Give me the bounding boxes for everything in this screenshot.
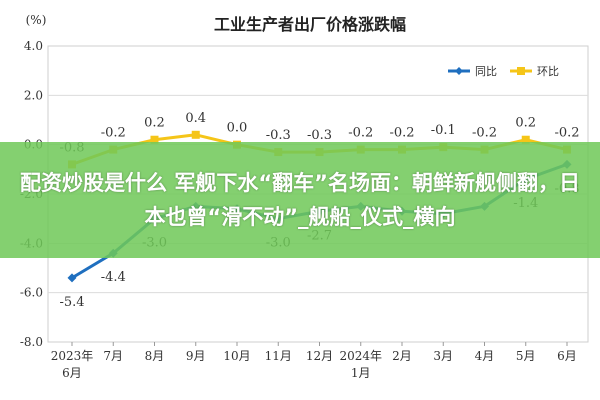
x-axis: 2023年 6月 7月 8月 9月 10月 11月 12月 2024年 1月 2月 3月 4月 5月 6月 — [51, 342, 577, 380]
legend-label-1: 环比 — [537, 65, 559, 78]
data-label: -0.3 — [266, 128, 291, 143]
y-axis-unit-label: (%) — [26, 13, 47, 27]
x-tick-label: 8月 — [145, 349, 165, 363]
y-tick-label: -8.0 — [20, 335, 43, 349]
point-marker — [521, 135, 530, 144]
headline-overlay-banner[interactable]: 配资炒股是什么 军舰下水“翻车”名场面：朝鲜新舰侧翻，日本也曾“滑不动”_舰船_… — [0, 142, 600, 258]
data-label: 0.0 — [227, 121, 248, 136]
x-tick-label: 3月 — [433, 349, 453, 363]
x-tick-label: 2024年 1月 — [339, 349, 382, 380]
legend-marker-0 — [455, 67, 463, 75]
x-tick-label: 12月 — [306, 349, 333, 363]
data-label: 0.2 — [515, 116, 536, 131]
x-tick-label: 11月 — [265, 349, 292, 363]
x-tick-label: 7月 — [103, 349, 123, 363]
data-label: -0.2 — [472, 126, 497, 141]
x-tick-label: 5月 — [516, 349, 536, 363]
point-marker — [67, 273, 77, 283]
x-tick-label: 6月 — [557, 349, 577, 363]
legend-marker-1 — [517, 67, 525, 75]
legend: 同比 环比 — [448, 65, 559, 78]
legend-label-0: 同比 — [475, 65, 497, 78]
x-tick-label: 9月 — [186, 349, 206, 363]
data-label: -5.4 — [59, 295, 84, 310]
data-label: -0.2 — [348, 126, 373, 141]
data-label: -4.4 — [101, 270, 126, 285]
chart-title: 工业生产者出厂价格涨跌幅 — [214, 15, 406, 34]
x-tick-label: 2023年 6月 — [51, 349, 94, 380]
x-tick-label: 4月 — [475, 349, 495, 363]
data-label: -0.2 — [554, 126, 579, 141]
point-marker — [150, 135, 159, 144]
y-tick-label: -6.0 — [20, 286, 43, 300]
data-label: -0.3 — [307, 128, 332, 143]
point-marker — [191, 130, 200, 139]
x-tick-label: 10月 — [223, 349, 250, 363]
y-tick-label: 4.0 — [24, 39, 43, 53]
data-label: -0.1 — [431, 123, 456, 138]
data-label: 0.4 — [185, 111, 206, 126]
data-label: -0.2 — [101, 126, 126, 141]
data-label: 0.2 — [144, 116, 165, 131]
x-tick-label: 2月 — [392, 349, 412, 363]
y-tick-label: 2.0 — [24, 88, 43, 102]
headline-overlay-text[interactable]: 配资炒股是什么 军舰下水“翻车”名场面：朝鲜新舰侧翻，日本也曾“滑不动”_舰船_… — [20, 171, 580, 229]
data-label: -0.2 — [389, 126, 414, 141]
